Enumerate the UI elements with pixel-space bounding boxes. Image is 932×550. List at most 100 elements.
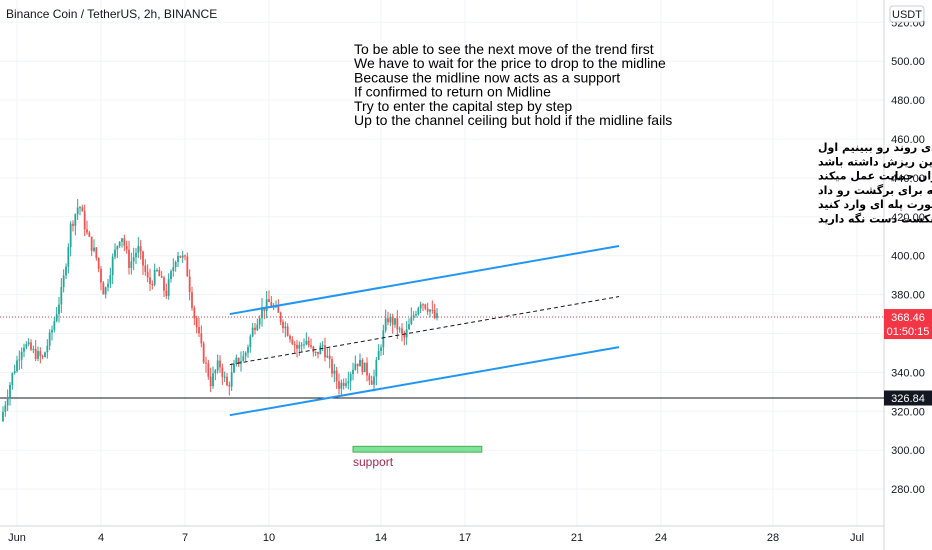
candle-body	[216, 360, 219, 371]
candle	[387, 311, 389, 326]
candle	[263, 307, 266, 320]
candle-body	[261, 307, 263, 319]
candle-body	[307, 340, 310, 346]
candle-body	[212, 373, 214, 387]
support-label: support	[353, 455, 394, 469]
channel-drawing[interactable]	[229, 244, 620, 417]
candle	[172, 258, 175, 277]
candle	[207, 359, 210, 380]
candle	[181, 251, 184, 263]
currency-badge[interactable]: USDT	[889, 5, 925, 23]
candle-body	[53, 321, 56, 330]
channel-lower-line[interactable]	[229, 346, 620, 417]
candle-body	[251, 327, 254, 337]
candle-body	[6, 397, 9, 406]
candle-body	[144, 265, 147, 272]
candle-body	[93, 247, 95, 251]
candle-body	[72, 223, 74, 226]
candle	[296, 339, 298, 358]
candle-body	[426, 308, 429, 312]
candle	[104, 286, 107, 299]
candle-body	[74, 214, 77, 226]
candle	[205, 356, 207, 373]
channel-upper-line[interactable]	[229, 244, 620, 316]
candle	[431, 300, 434, 314]
candle	[391, 313, 394, 334]
candle-body	[100, 268, 102, 283]
candle-body	[237, 357, 240, 364]
candle-body	[200, 333, 203, 344]
candle-body	[163, 277, 165, 291]
candle	[177, 251, 179, 267]
candle	[51, 325, 53, 341]
persian-note: برای اینکه بتونیم حرکت بعدی روند رو ببین…	[818, 141, 932, 226]
candle-body	[88, 232, 91, 237]
candle-body	[67, 247, 70, 267]
candle	[67, 243, 70, 274]
candle	[380, 344, 382, 356]
candle-body	[415, 314, 417, 316]
candle-body	[359, 359, 361, 367]
candle-body	[263, 307, 266, 312]
candle-body	[233, 364, 235, 373]
persian-note-line: اگر بر روی میدلاین تاییدیه برای برگشت رو…	[818, 184, 932, 197]
candle	[137, 237, 140, 259]
candle-body	[116, 246, 119, 250]
candle	[18, 350, 21, 370]
candle-body	[312, 346, 315, 353]
candle-body	[51, 329, 53, 333]
candle-body	[25, 344, 28, 348]
candle	[384, 309, 387, 333]
support-rect[interactable]	[352, 445, 483, 453]
candle-body	[356, 363, 359, 367]
price-tick-label: 480.00	[891, 95, 925, 107]
candle	[221, 363, 224, 385]
candle	[60, 278, 63, 313]
candle-body	[333, 370, 336, 374]
candle	[398, 326, 401, 333]
time-tick-label: Jul	[850, 532, 864, 544]
candle-body	[34, 348, 37, 359]
candle	[13, 364, 16, 375]
channel-midline[interactable]	[229, 296, 620, 366]
price-axis[interactable]: 280.00300.00320.00340.00360.00380.00400.…	[883, 0, 925, 550]
candle-body	[160, 276, 163, 278]
price-tick-label: 400.00	[891, 251, 925, 263]
candle-body	[226, 376, 228, 386]
candle-body	[30, 342, 32, 350]
candle-body	[142, 251, 144, 266]
persian-note-line: برای اینکه بتونیم حرکت بعدی روند رو ببین…	[818, 141, 932, 154]
candle	[2, 406, 4, 423]
candle	[303, 338, 305, 349]
candle-body	[431, 309, 434, 311]
candle-body	[328, 355, 331, 360]
candle	[321, 340, 324, 352]
candle-body	[403, 333, 406, 338]
time-tick-label: Jun	[8, 532, 26, 544]
candle-body	[324, 345, 326, 358]
candle-body	[354, 363, 357, 370]
candle	[356, 363, 359, 374]
candle	[415, 310, 417, 318]
candle	[46, 339, 49, 359]
time-tick-label: 14	[375, 532, 387, 544]
time-axis[interactable]: Jun 4 7 10 14 17 21 24 28 Jul	[0, 525, 884, 544]
candle	[405, 321, 408, 345]
candle	[37, 346, 39, 362]
candle-body	[13, 371, 16, 374]
candle-body	[228, 385, 231, 387]
candle-body	[370, 380, 373, 385]
candle-body	[310, 345, 312, 347]
price-tick-label: 420.00	[891, 212, 925, 224]
candle	[340, 379, 343, 396]
candle	[401, 323, 403, 342]
english-note-line: Up to the channel ceiling but hold if th…	[354, 112, 672, 128]
candle-body	[65, 266, 67, 276]
candle-body	[146, 271, 149, 278]
candle	[132, 247, 135, 271]
candle-body	[240, 360, 242, 364]
candle-body	[214, 370, 217, 374]
candle	[193, 305, 196, 326]
support-zone[interactable]	[352, 445, 483, 453]
